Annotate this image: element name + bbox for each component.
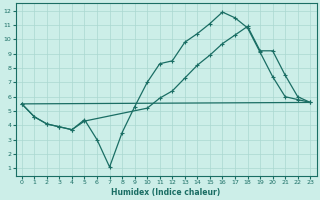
X-axis label: Humidex (Indice chaleur): Humidex (Indice chaleur) xyxy=(111,188,221,197)
